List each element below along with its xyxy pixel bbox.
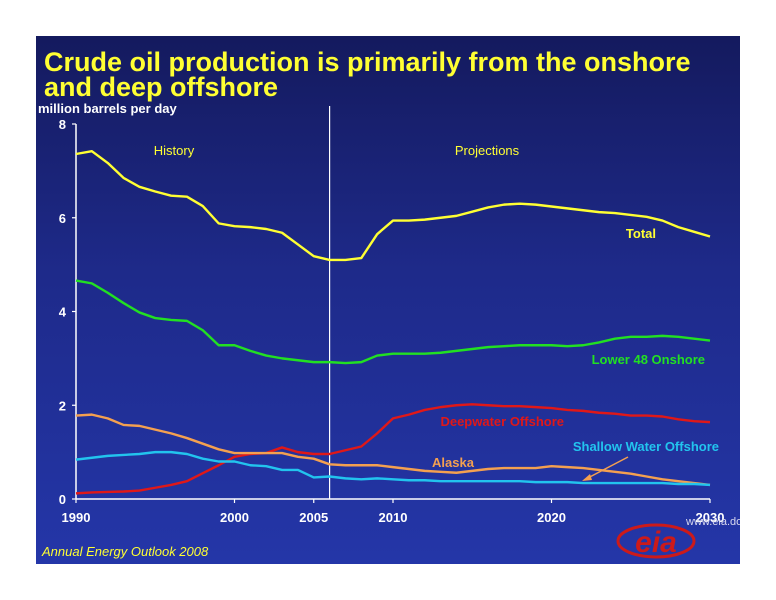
projections-label: Projections <box>455 143 520 158</box>
y-tick-label: 8 <box>59 117 66 132</box>
series-line-deepwater-offshore <box>75 403 711 495</box>
x-tick-label: 2020 <box>537 510 566 525</box>
x-tick-label: 2005 <box>299 510 328 525</box>
page-title: Crude oil production is primarily from t… <box>44 47 691 102</box>
eia-logo-text: eia <box>635 526 677 559</box>
y-tick-label: 0 <box>59 492 66 507</box>
y-tick-label: 4 <box>59 305 67 320</box>
series-label-shallow-water-offshore: Shallow Water Offshore <box>573 439 719 454</box>
chart-axes: 0 2 4 6 8 1990 2000 2005 2010 2020 2030 <box>59 117 725 525</box>
series-label-lower-48-onshore: Lower 48 Onshore <box>592 352 705 367</box>
series-label-total: Total <box>626 226 656 241</box>
x-tick-label: 2010 <box>379 510 408 525</box>
chart-series-group <box>75 149 711 495</box>
y-axis-label: million barrels per day <box>38 101 177 116</box>
x-tick-label: 2000 <box>220 510 249 525</box>
y-tick-label: 2 <box>59 398 66 413</box>
series-line-lower-48-onshore <box>75 279 711 365</box>
y-tick-label: 6 <box>59 211 66 226</box>
footer-source: Annual Energy Outlook 2008 <box>42 544 209 559</box>
shallow-water-pointer-line <box>583 456 629 481</box>
logo-url-text: www.eia.doe.gov <box>686 516 740 528</box>
history-label: History <box>154 143 195 158</box>
chart-labels-group: Total Lower 48 Onshore Deepwater Offshore S… <box>432 226 719 481</box>
slide: Crude oil production is primarily from t… <box>36 36 740 564</box>
shallow-water-pointer-arrowhead <box>582 474 592 481</box>
series-line-alaska <box>75 413 711 487</box>
x-tick-label: 2030 <box>696 510 725 525</box>
series-line-total <box>75 149 711 262</box>
x-tick-label: 1990 <box>62 510 91 525</box>
eia-logo: eia <box>616 523 696 559</box>
chart: 0 2 4 6 8 1990 2000 2005 2010 2020 2030 History Pro… <box>59 106 725 525</box>
eia-logo-ring <box>616 523 696 559</box>
series-label-deepwater-offshore: Deepwater Offshore <box>440 414 564 429</box>
history-projections-divider-group: History Projections <box>154 106 520 499</box>
series-line-shallow-water-offshore <box>75 450 711 487</box>
series-label-alaska: Alaska <box>432 455 475 470</box>
